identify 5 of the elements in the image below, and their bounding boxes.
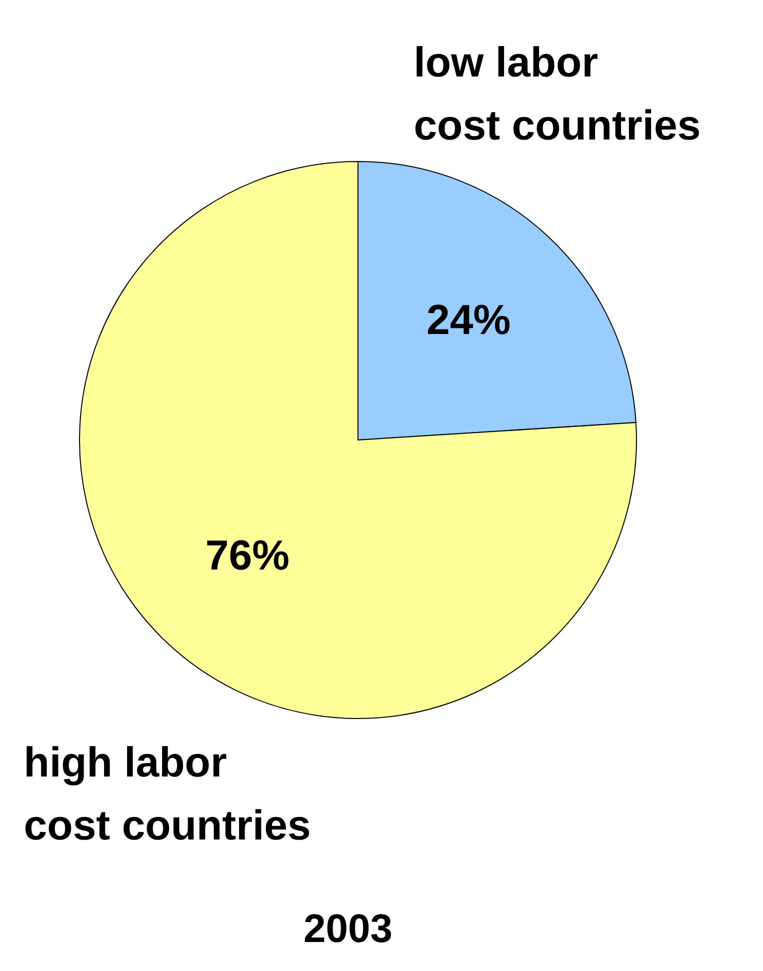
data-label: 24% <box>426 296 511 343</box>
slice-label: high labor cost countries <box>24 738 311 848</box>
slice-label: low labor cost countries <box>414 38 701 148</box>
text: 2003 <box>304 907 392 952</box>
data-label: 76% <box>205 531 290 578</box>
